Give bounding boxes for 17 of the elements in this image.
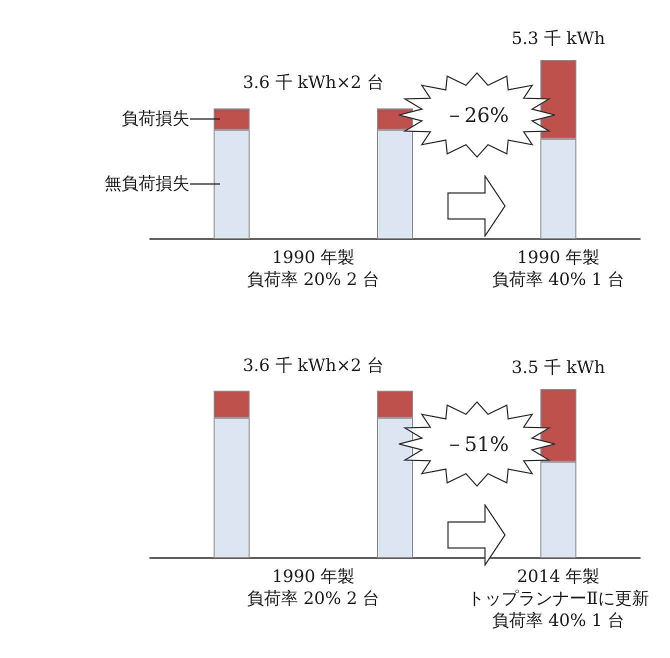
- series-label: 負荷損失: [122, 108, 190, 130]
- text: 2014 年製: [516, 566, 600, 588]
- text: 負荷率 20% 2 台: [246, 269, 380, 292]
- series-label: 無負荷損失: [104, 173, 190, 196]
- text: 3.5 千 kWh: [512, 356, 606, 379]
- text: 1990 年製: [272, 566, 355, 588]
- text: 負荷率 40% 1 台: [492, 269, 625, 292]
- text: 1990 年製: [516, 247, 600, 270]
- annotation: 3.6 千 kWh×2 台: [242, 72, 384, 94]
- text: 負荷率 20% 2 台: [246, 588, 380, 610]
- text: 負荷率 40% 1 台: [492, 610, 625, 632]
- text: 1990 年製: [272, 247, 355, 270]
- text: 5.3 千 kWh: [512, 28, 606, 50]
- text: トップランナーⅡに更新: [468, 588, 650, 610]
- annotation: －26%: [444, 102, 509, 128]
- text: 3.6 千 kWh×2 台: [242, 354, 384, 377]
- annotation: －51%: [444, 431, 509, 457]
